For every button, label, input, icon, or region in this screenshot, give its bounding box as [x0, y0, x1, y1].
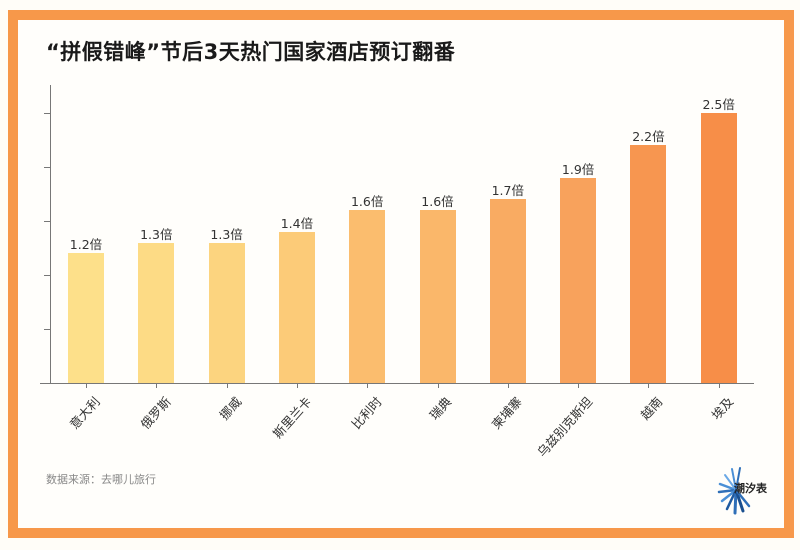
bar [419, 210, 456, 383]
bar-value-label: 2.2倍 [632, 129, 665, 145]
x-tick [296, 383, 298, 388]
bar-value-label: 1.2倍 [69, 237, 103, 253]
bar-value-label: 1.3倍 [210, 226, 243, 242]
bar [630, 145, 667, 383]
y-tick [44, 275, 50, 276]
logo-text: 潮汐表 [734, 482, 767, 495]
bar [560, 177, 597, 383]
y-axis [50, 85, 51, 383]
x-tick [156, 383, 158, 388]
x-tick [718, 383, 720, 388]
bar-value-label: 1.3倍 [140, 226, 173, 242]
x-tick [578, 383, 580, 388]
x-tick [226, 383, 228, 388]
x-axis [40, 383, 754, 384]
y-tick [44, 329, 50, 330]
bar-value-label: 1.7倍 [491, 183, 524, 199]
x-tick [367, 383, 369, 388]
bar [138, 242, 175, 383]
x-tick [648, 383, 650, 388]
bar [68, 253, 104, 383]
bar-value-label: 1.9倍 [561, 161, 595, 177]
chart-title: “拼假错峰”节后3天热门国家酒店预订翻番 [46, 40, 456, 64]
bar [278, 231, 315, 383]
x-tick [437, 383, 439, 388]
bar-value-label: 1.4倍 [280, 215, 314, 231]
chart-frame [8, 10, 794, 538]
data-source: 数据来源：去哪儿旅行 [46, 473, 156, 486]
y-tick [44, 113, 50, 114]
y-tick [44, 221, 50, 222]
bar [349, 210, 386, 383]
sunburst-logo-icon [717, 467, 751, 515]
bar [489, 199, 526, 383]
bar [208, 242, 245, 383]
bar [700, 113, 737, 383]
x-tick [86, 383, 87, 388]
y-tick [44, 167, 50, 168]
bar-value-label: 2.5倍 [702, 97, 735, 112]
x-tick [507, 383, 509, 388]
bar-value-label: 1.6倍 [421, 194, 454, 210]
bar-value-label: 1.6倍 [350, 194, 384, 210]
